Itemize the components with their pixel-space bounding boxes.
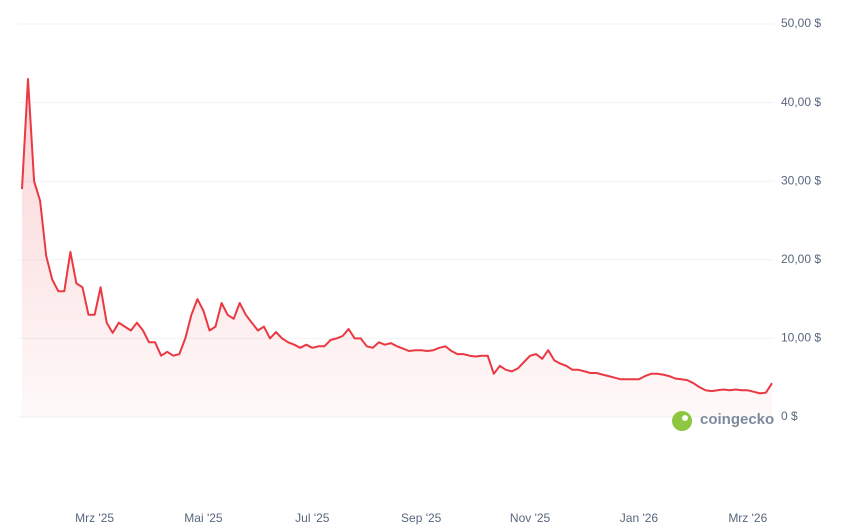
- x-tick-label: Nov '25: [510, 511, 551, 525]
- y-tick-label: 30,00 $: [781, 173, 821, 187]
- x-tick-label: Jan '26: [620, 511, 659, 525]
- y-tick-label: 50,00 $: [781, 16, 821, 30]
- y-tick-label: 40,00 $: [781, 95, 821, 109]
- grid: 0 $ 10,00 $ 20,00 $ 30,00 $ 40,00 $ 50,00 $ Mr…: [18, 16, 821, 525]
- x-tick-label: Mrz '26: [728, 511, 767, 525]
- plot: [21, 78, 773, 417]
- y-tick-label: 20,00 $: [781, 252, 821, 266]
- watermark: coingecko: [672, 411, 774, 431]
- x-tick-label: Mrz '25: [75, 511, 114, 525]
- area: [22, 79, 772, 417]
- watermark-text: coingecko: [700, 411, 774, 428]
- y-tick-label: 0 $: [781, 409, 798, 423]
- x-tick-label: Sep '25: [401, 511, 442, 525]
- logo: [672, 411, 692, 431]
- logo-eye: [682, 415, 688, 421]
- price-line: [21, 78, 773, 395]
- x-tick-label: Mai '25: [184, 511, 223, 525]
- y-tick-label: 10,00 $: [781, 331, 821, 345]
- x-tick-label: Jul '25: [295, 511, 330, 525]
